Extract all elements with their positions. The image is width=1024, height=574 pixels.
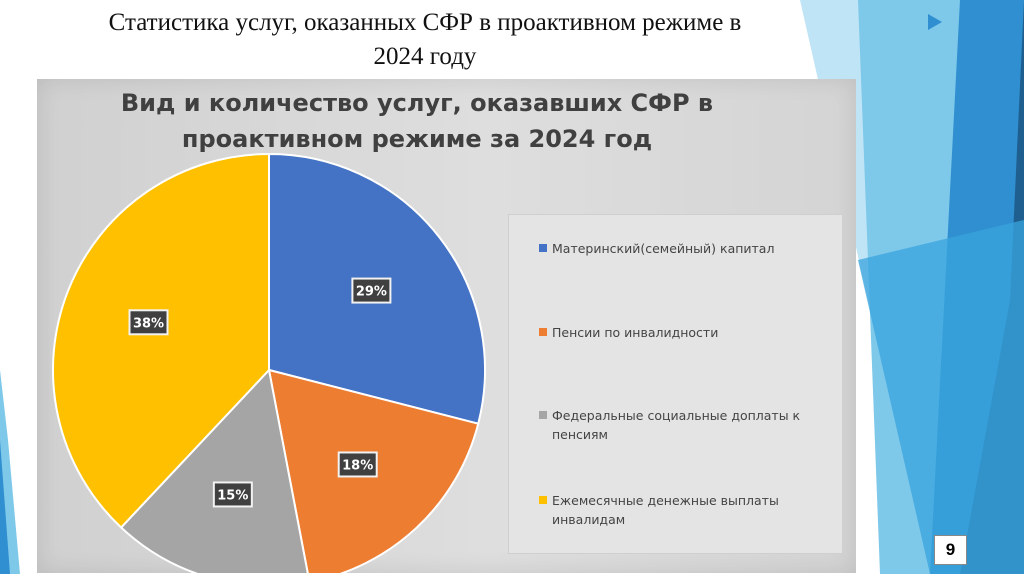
legend-swatch [539,244,547,252]
chart-panel: Вид и количество услуг, оказавших СФР в … [37,79,856,573]
legend-label: Материнский(семейный) капитал [552,241,775,256]
data-label-federal-supplements: 15% [217,488,248,503]
legend-item-federal-supplements: Федеральные социальные доплаты к пенсиям [539,406,839,444]
chart-title: Вид и количество услуг, оказавших СФР в … [77,85,757,157]
pie-slice-monthly-payments [52,152,270,529]
legend-item-monthly-payments: Ежемесячные денежные выплаты инвалидам [539,491,839,529]
data-label-box [351,277,392,304]
data-label-box [128,309,169,336]
data-label-maternal-capital: 29% [356,285,387,300]
deco-overlay-panel [858,220,1024,574]
legend-label: Пенсии по инвалидности [552,325,719,340]
deco-arrow-icon [928,14,942,30]
chart-legend: Материнский(семейный) капитал Пенсии по … [508,214,843,554]
legend-label: Федеральные социальные доплаты к пенсиям [552,408,801,442]
data-label-box [212,481,253,508]
pie-slice-federal-supplements [119,367,309,573]
legend-swatch [539,328,547,336]
data-label-monthly-payments: 38% [133,316,164,331]
chart-title-line-2: проактивном режиме за 2024 год [181,125,653,153]
slide-title-line-1: Статистика услуг, оказанных СФР в проакт… [108,9,742,36]
chart-title-line-1: Вид и количество услуг, оказавших СФР в [120,89,714,117]
deco-left-accent [0,440,10,574]
legend-item-maternal-capital: Материнский(семейный) капитал [539,239,839,258]
slide-title-line-2: 2024 году [373,43,477,70]
legend-item-disability-pensions: Пенсии по инвалидности [539,323,839,342]
legend-swatch [539,411,547,419]
pie-chart: 29% 18% 15% 38% [52,152,486,573]
data-label-disability-pensions: 18% [342,458,373,473]
slide-title: Статистика услуг, оказанных СФР в проакт… [30,6,820,74]
legend-label: Ежемесячные денежные выплаты инвалидам [552,493,779,527]
legend-swatch [539,496,547,504]
page-number: 9 [934,535,967,565]
data-label-box [337,451,378,478]
